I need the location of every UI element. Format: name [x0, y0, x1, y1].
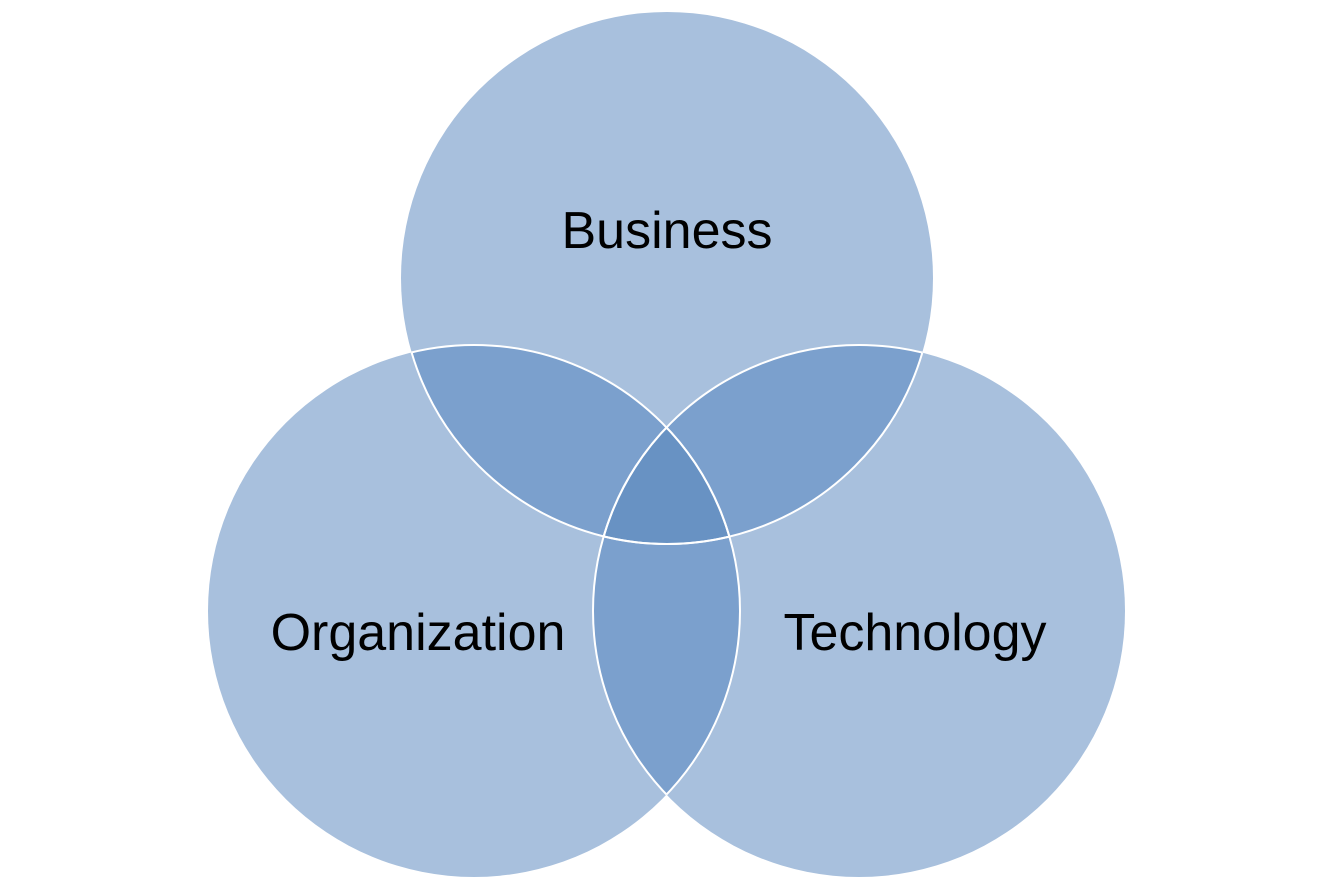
technology-label: Technology [783, 604, 1046, 662]
organization-label: Organization [271, 604, 566, 662]
business-organization-overlap [401, 345, 740, 544]
business-technology-overlap [593, 345, 933, 544]
business-label: Business [562, 202, 773, 260]
